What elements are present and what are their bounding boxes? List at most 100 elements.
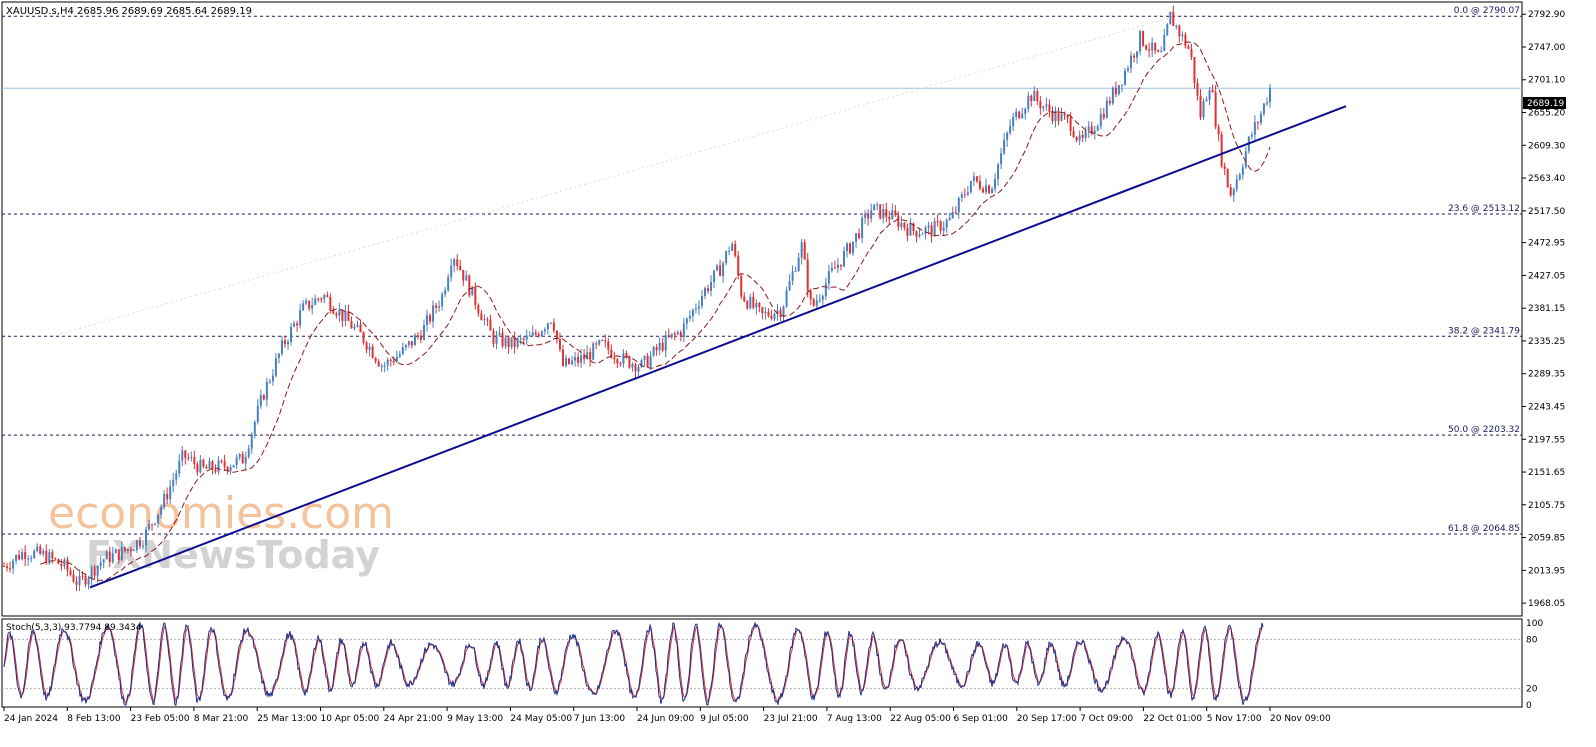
candle-body (444, 290, 447, 295)
candle-body (81, 575, 84, 577)
candle-body (558, 339, 561, 350)
candle-body (519, 338, 522, 340)
candle-body (132, 550, 135, 552)
candle-body (954, 212, 957, 214)
candle-body (1111, 87, 1114, 104)
candle-body (371, 346, 374, 358)
candle-body (1232, 189, 1235, 196)
price-tick-label: 2747.00 (1528, 43, 1565, 53)
candle-body (1269, 88, 1271, 103)
candle-body (193, 457, 196, 465)
candle-body (190, 457, 193, 459)
stoch-tick-label: 20 (1526, 685, 1538, 695)
candle-body (586, 352, 589, 360)
candle-body (776, 310, 779, 314)
candle-body (305, 300, 308, 304)
candle-body (1030, 95, 1033, 102)
candle-body (1096, 126, 1099, 131)
candle-body (719, 265, 722, 277)
candle-body (1117, 85, 1120, 95)
candle-body (752, 296, 755, 308)
candle-body (1262, 103, 1265, 114)
time-tick-label: 24 Jan 2024 (4, 714, 58, 724)
price-tick-label: 2792.90 (1528, 10, 1565, 20)
price-tick-label: 2059.85 (1528, 534, 1565, 544)
candle-body (1133, 55, 1136, 58)
candle-body (897, 215, 900, 227)
candle-body (1160, 51, 1163, 53)
candle-body (111, 553, 114, 563)
candle-body (395, 356, 398, 363)
candle-body (725, 251, 728, 264)
candle-body (1126, 68, 1129, 71)
candle-body (1211, 90, 1214, 93)
candle-body (477, 305, 480, 314)
candle-body (426, 315, 429, 325)
price-axis: 2792.90 2747.00 2701.10 2655.20 2609.30 2563.… (1522, 10, 1565, 609)
candle-body (1027, 95, 1030, 109)
candle-body (1130, 55, 1133, 69)
candle-body (1045, 104, 1048, 107)
candle-body (435, 305, 438, 308)
candle-body (746, 301, 749, 309)
price-tick-label: 2655.20 (1528, 109, 1565, 119)
candle-body (126, 548, 129, 551)
candle-body (580, 355, 583, 363)
time-tick-label: 22 Aug 05:00 (890, 714, 951, 724)
candle-body (181, 450, 184, 461)
candle-body (537, 334, 540, 337)
candle-body (516, 338, 519, 347)
candle-body (619, 363, 622, 365)
candle-body (1154, 42, 1157, 51)
candle-body (770, 316, 773, 319)
candle-body (824, 283, 827, 297)
candle-body (332, 310, 335, 314)
candle-body (1199, 95, 1202, 118)
candle-body (782, 306, 785, 318)
candle-body (561, 349, 564, 366)
watermark-fxnewstoday: FXNewsToday (86, 533, 380, 577)
candle-body (160, 506, 163, 515)
candle-body (1099, 114, 1102, 127)
candle-body (1142, 31, 1145, 46)
candle-body (577, 356, 580, 363)
trendline-line[interactable] (89, 105, 1347, 589)
candle-body (1208, 90, 1211, 100)
candle-body (734, 243, 737, 256)
candle-body (356, 324, 359, 327)
candle-body (673, 333, 676, 335)
candle-body (353, 326, 356, 329)
candle-body (57, 559, 60, 564)
candle-body (797, 257, 800, 272)
candle-body (625, 353, 628, 357)
candle-body (670, 333, 673, 338)
fib-level-label: 61.8 @ 2064.85 (1448, 524, 1520, 534)
time-tick-label: 9 May 13:00 (447, 714, 503, 724)
candle-body (341, 309, 344, 321)
candle-body (380, 365, 383, 367)
candle-body (75, 581, 78, 585)
candle-body (389, 359, 392, 361)
candle-body (984, 185, 987, 193)
candle-body (1066, 115, 1069, 118)
candle-body (966, 192, 969, 195)
candle-body (818, 299, 821, 301)
candle-body (912, 223, 915, 232)
candle-body (175, 473, 178, 480)
time-tick-label: 7 Jun 13:00 (574, 714, 626, 724)
candle-body (845, 243, 848, 252)
trendline[interactable] (89, 105, 1347, 589)
candle-body (894, 210, 897, 216)
candle-body (486, 319, 489, 321)
candle-body (830, 267, 833, 271)
candle-body (568, 358, 571, 364)
candle-body (1105, 100, 1108, 118)
candle-body (99, 562, 102, 566)
candle-body (241, 453, 244, 464)
candle-body (1114, 87, 1117, 95)
candle-body (1009, 126, 1012, 133)
candle-body (1006, 132, 1009, 140)
candle-body (703, 288, 706, 296)
